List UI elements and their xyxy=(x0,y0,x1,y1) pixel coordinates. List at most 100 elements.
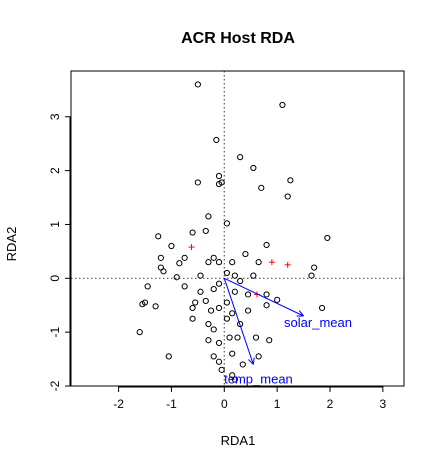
site-point xyxy=(250,164,257,172)
site-point xyxy=(215,259,223,266)
site-point xyxy=(223,299,231,306)
arrow-label-solar_mean: solar_mean xyxy=(284,315,352,330)
site-point xyxy=(215,358,223,365)
site-point xyxy=(274,296,281,303)
site-point xyxy=(136,329,143,336)
y-axis-label: RDA2 xyxy=(4,227,19,262)
site-point xyxy=(205,337,212,344)
site-point xyxy=(234,334,241,341)
site-point xyxy=(263,241,270,249)
site-point xyxy=(237,154,244,161)
site-point xyxy=(284,193,291,200)
site-point xyxy=(263,302,270,309)
site-point xyxy=(152,303,159,310)
site-point xyxy=(231,272,238,279)
x-tick-label: -1 xyxy=(166,397,177,411)
site-point xyxy=(168,242,175,250)
site-point xyxy=(210,326,217,333)
site-point xyxy=(205,259,212,266)
y-tick-label: 3 xyxy=(48,113,62,120)
site-point xyxy=(242,250,249,258)
site-point xyxy=(244,291,252,298)
site-point xyxy=(229,372,236,379)
site-point xyxy=(215,280,223,287)
y-tick-label: -2 xyxy=(48,380,62,391)
site-point xyxy=(197,288,204,295)
site-point xyxy=(263,291,270,298)
x-tick-label: 3 xyxy=(380,397,387,411)
arrow-label-temp_mean: temp_mean xyxy=(224,372,293,387)
site-point xyxy=(205,320,212,328)
site-point xyxy=(141,299,149,306)
species-point xyxy=(188,244,195,251)
site-point xyxy=(226,334,233,341)
site-point xyxy=(157,254,164,261)
site-point xyxy=(287,177,294,184)
site-point xyxy=(231,288,238,295)
site-point xyxy=(218,179,225,186)
biplot-arrows: solar_mean temp_mean xyxy=(223,277,352,387)
site-point xyxy=(279,101,286,109)
site-point xyxy=(176,260,183,267)
site-point xyxy=(189,315,196,322)
site-points xyxy=(136,81,331,383)
site-point xyxy=(155,233,162,240)
site-point xyxy=(218,366,225,373)
x-axis-label: RDA1 xyxy=(221,433,256,448)
y-tick-label: -1 xyxy=(48,326,62,337)
site-point xyxy=(160,268,167,275)
site-point xyxy=(318,304,326,312)
site-point xyxy=(210,285,217,293)
site-point xyxy=(229,310,236,317)
species-point xyxy=(284,261,291,268)
y-tick-label: 1 xyxy=(48,221,62,228)
site-point xyxy=(173,274,180,281)
site-point xyxy=(181,254,188,261)
site-point xyxy=(239,361,246,368)
site-point xyxy=(189,229,196,236)
site-point xyxy=(215,339,223,347)
site-point xyxy=(202,227,209,235)
site-point xyxy=(266,337,273,344)
reference-lines xyxy=(71,71,404,386)
species-points xyxy=(188,244,291,298)
site-point xyxy=(308,272,315,279)
chart-title: ACR Host RDA xyxy=(181,30,295,47)
site-point xyxy=(244,307,252,314)
site-point xyxy=(237,277,244,285)
site-point xyxy=(258,184,265,191)
site-point xyxy=(194,81,201,88)
x-tick-label: 0 xyxy=(221,397,228,411)
site-point xyxy=(231,376,238,383)
site-point xyxy=(181,283,188,290)
site-point xyxy=(202,297,209,305)
site-point xyxy=(215,304,223,312)
site-point xyxy=(229,259,236,266)
site-point xyxy=(223,269,231,277)
y-tick-label: 2 xyxy=(48,167,62,174)
site-point xyxy=(205,213,212,220)
site-point xyxy=(165,353,172,360)
arrow-temp_mean: temp_mean xyxy=(223,278,293,387)
axes: -2 -1 0 1 2 3 -2 -1 0 1 2 3 xyxy=(48,113,387,411)
y-tick-label: 0 xyxy=(48,275,62,282)
site-point xyxy=(252,334,260,341)
x-tick-label: -2 xyxy=(113,397,124,411)
site-point xyxy=(250,272,257,279)
site-point xyxy=(192,299,199,306)
site-point xyxy=(194,179,201,186)
site-point xyxy=(223,220,231,227)
site-point xyxy=(197,272,204,279)
plot-frame xyxy=(70,70,405,387)
site-point xyxy=(213,136,220,144)
site-point xyxy=(207,307,215,314)
site-point xyxy=(255,259,262,266)
species-point xyxy=(268,259,275,266)
site-point xyxy=(223,315,231,322)
site-point xyxy=(229,350,236,357)
site-point xyxy=(189,304,196,312)
site-point xyxy=(210,353,217,360)
site-point xyxy=(311,264,318,271)
site-point xyxy=(215,172,223,180)
